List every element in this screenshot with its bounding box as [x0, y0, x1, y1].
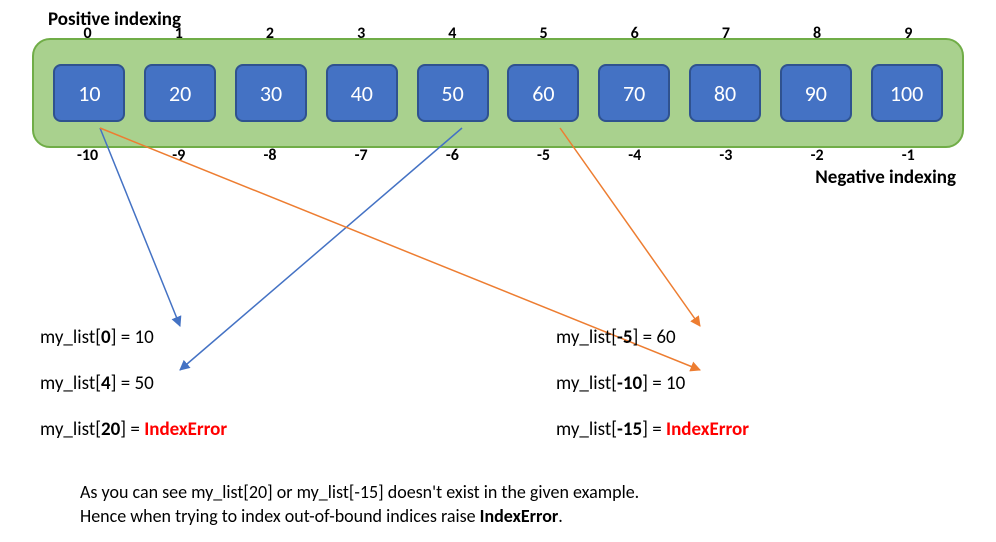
neg-idx: -2 — [781, 146, 853, 165]
neg-idx: -8 — [234, 146, 306, 165]
footer-explanation: As you can see my_list[20] or my_list[-1… — [80, 480, 639, 529]
index-example: my_list[-15] = IndexError — [556, 418, 749, 441]
negative-indexing-label: Negative indexing — [815, 166, 956, 189]
index-example: my_list[20] = IndexError — [40, 418, 227, 441]
index-example: my_list[-10] = 10 — [556, 372, 685, 395]
index-example: my_list[4] = 50 — [40, 372, 154, 395]
neg-idx: -3 — [690, 146, 762, 165]
index-error-text: IndexError — [666, 418, 749, 441]
list-cell: 90 — [780, 64, 852, 122]
index-error-text: IndexError — [144, 418, 227, 441]
footer-index-error: IndexError — [480, 505, 559, 527]
negative-index-row: -10 -9 -8 -7 -6 -5 -4 -3 -2 -1 — [32, 146, 964, 165]
list-cell: 30 — [235, 64, 307, 122]
list-cell: 60 — [507, 64, 579, 122]
neg-idx: -4 — [599, 146, 671, 165]
list-cell: 50 — [417, 64, 489, 122]
footer-line2c: . — [558, 505, 563, 527]
neg-idx: -6 — [416, 146, 488, 165]
neg-idx: -10 — [52, 146, 124, 165]
index-example: my_list[0] = 10 — [40, 326, 154, 349]
list-cell: 40 — [326, 64, 398, 122]
neg-idx: -5 — [508, 146, 580, 165]
index-example: my_list[-5] = 60 — [556, 326, 676, 349]
list-cell: 10 — [53, 64, 125, 122]
list-cell: 100 — [871, 64, 943, 122]
neg-idx: -7 — [325, 146, 397, 165]
list-cell: 70 — [598, 64, 670, 122]
list-container: 10 20 30 40 50 60 70 80 90 100 — [32, 38, 964, 148]
neg-idx: -9 — [143, 146, 215, 165]
list-cell: 20 — [144, 64, 216, 122]
footer-line1: As you can see my_list[20] or my_list[-1… — [80, 481, 639, 503]
list-cell: 80 — [689, 64, 761, 122]
footer-line2a: Hence when trying to index out-of-bound … — [80, 505, 480, 527]
neg-idx: -1 — [872, 146, 944, 165]
